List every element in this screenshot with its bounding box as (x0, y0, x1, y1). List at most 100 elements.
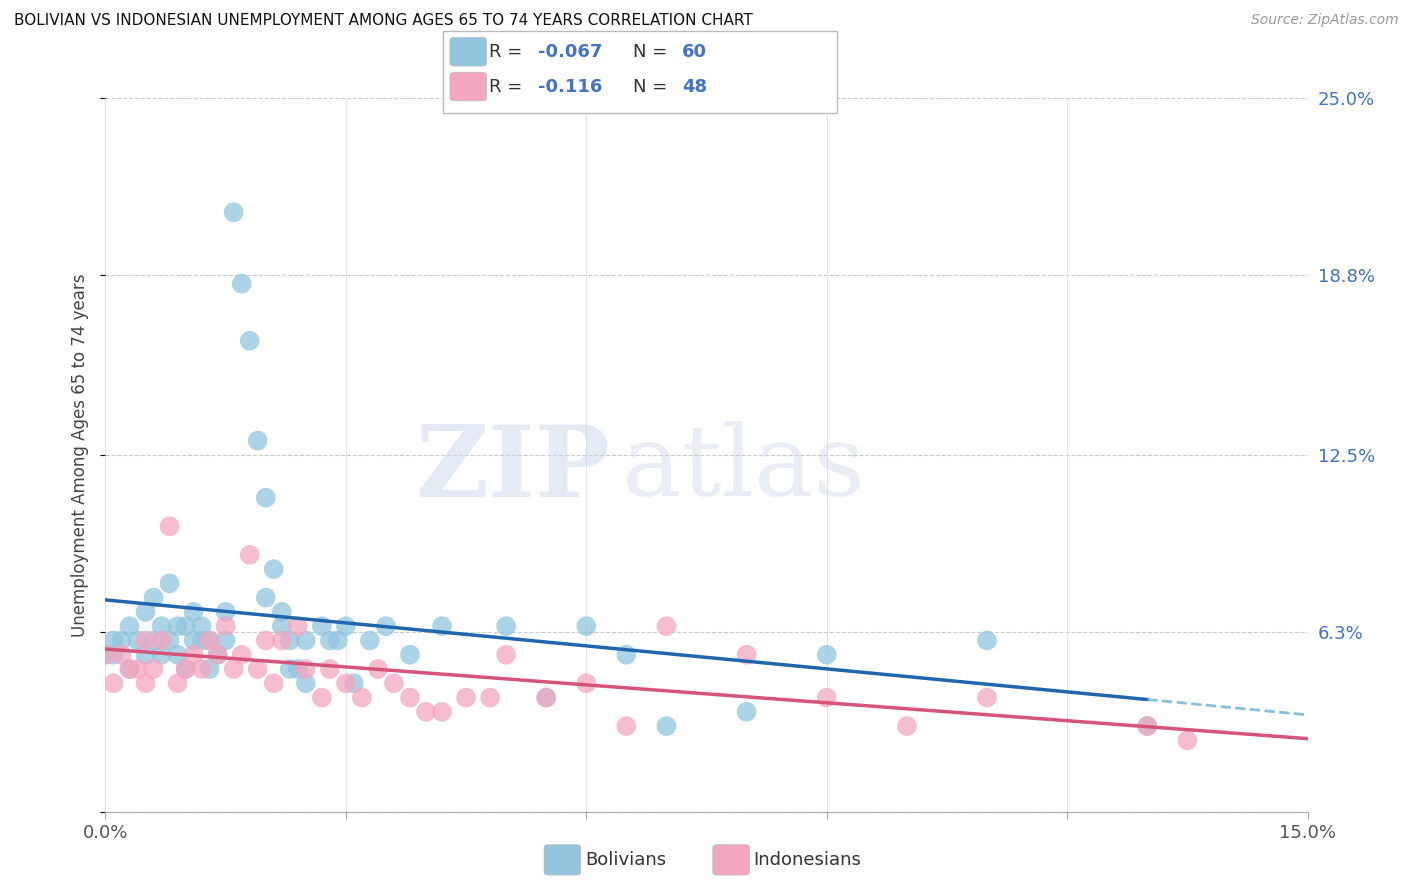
Text: 60: 60 (682, 43, 707, 61)
Text: Bolivians: Bolivians (585, 851, 666, 869)
Point (159, 519, 181, 533)
Point (127, 633, 149, 648)
Point (495, 648, 517, 662)
Point (150, 619, 173, 633)
Point (430, 705, 453, 719)
Point (263, 676, 285, 690)
Point (207, 648, 229, 662)
Point (142, 633, 165, 648)
Point (382, 676, 405, 690)
Text: R =: R = (489, 43, 529, 61)
Point (254, 491, 277, 505)
Point (183, 648, 205, 662)
Point (534, 690, 557, 705)
Point (166, 619, 188, 633)
Point (254, 591, 277, 605)
Point (110, 633, 132, 648)
Point (118, 619, 141, 633)
Point (118, 662, 141, 676)
Point (350, 690, 373, 705)
Point (319, 662, 342, 676)
Point (287, 662, 309, 676)
Point (174, 662, 197, 676)
Point (655, 719, 678, 733)
Text: -0.116: -0.116 (538, 78, 603, 95)
Point (270, 605, 292, 619)
Point (198, 662, 221, 676)
Point (335, 676, 357, 690)
Point (222, 205, 245, 219)
Point (135, 648, 157, 662)
Point (159, 576, 181, 591)
Point (575, 676, 598, 690)
Point (311, 690, 333, 705)
Point (198, 633, 221, 648)
Text: N =: N = (633, 78, 672, 95)
Text: atlas: atlas (623, 421, 865, 517)
Point (454, 690, 477, 705)
Point (207, 648, 229, 662)
Point (174, 619, 197, 633)
Point (534, 690, 557, 705)
Point (150, 633, 173, 648)
Point (174, 662, 197, 676)
Point (231, 277, 253, 291)
Point (278, 633, 301, 648)
Point (295, 662, 318, 676)
Point (103, 633, 125, 648)
Point (127, 662, 149, 676)
Point (399, 648, 422, 662)
Point (190, 619, 212, 633)
Text: Indonesians: Indonesians (754, 851, 862, 869)
Point (415, 705, 437, 719)
Point (103, 648, 125, 662)
Point (976, 633, 998, 648)
Point (1177, 733, 1199, 747)
Point (1136, 719, 1159, 733)
Point (214, 605, 236, 619)
Point (343, 676, 366, 690)
Point (214, 633, 236, 648)
Point (495, 619, 517, 633)
Point (118, 662, 141, 676)
Point (246, 434, 269, 448)
Point (231, 648, 253, 662)
Point (815, 648, 838, 662)
Point (374, 619, 398, 633)
Point (254, 633, 277, 648)
Text: BOLIVIAN VS INDONESIAN UNEMPLOYMENT AMONG AGES 65 TO 74 YEARS CORRELATION CHART: BOLIVIAN VS INDONESIAN UNEMPLOYMENT AMON… (14, 13, 752, 29)
Text: 48: 48 (682, 78, 707, 95)
Point (159, 633, 181, 648)
Point (270, 633, 292, 648)
Point (278, 662, 301, 676)
Point (166, 676, 188, 690)
Point (135, 633, 157, 648)
Text: ZIP: ZIP (415, 421, 610, 517)
Point (190, 662, 212, 676)
Point (616, 648, 638, 662)
Point (399, 690, 422, 705)
Point (222, 662, 245, 676)
Point (198, 633, 221, 648)
Point (479, 690, 502, 705)
Point (142, 662, 165, 676)
Point (214, 619, 236, 633)
Point (103, 676, 125, 690)
Point (183, 633, 205, 648)
Text: N =: N = (633, 43, 672, 61)
Point (976, 690, 998, 705)
Point (94, 648, 117, 662)
Point (319, 633, 342, 648)
Point (246, 662, 269, 676)
Point (575, 619, 598, 633)
Point (190, 633, 212, 648)
Point (735, 705, 758, 719)
Point (270, 619, 292, 633)
Point (110, 648, 132, 662)
Point (896, 719, 918, 733)
Point (1136, 719, 1159, 733)
Point (735, 648, 758, 662)
Point (295, 633, 318, 648)
Point (430, 619, 453, 633)
Point (311, 619, 333, 633)
